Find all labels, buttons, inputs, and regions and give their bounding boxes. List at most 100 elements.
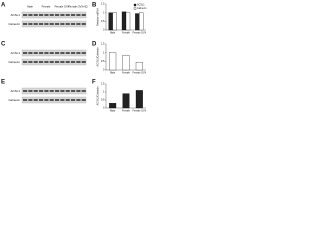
x-tick-label: Male	[110, 110, 116, 113]
blot-band	[76, 99, 81, 101]
blot-band	[71, 61, 76, 63]
blot-band	[81, 90, 86, 92]
blot-band	[49, 23, 54, 25]
blot-band	[49, 61, 54, 63]
panel-letter: A	[1, 3, 6, 9]
blot-strip	[21, 87, 87, 95]
bar	[139, 12, 144, 31]
blot-band	[60, 52, 65, 54]
blot-band	[55, 23, 60, 25]
blot-band	[81, 61, 86, 63]
blot-band	[28, 61, 33, 63]
blot-band	[39, 23, 44, 25]
blot-band	[28, 99, 33, 101]
blot-band	[65, 23, 70, 25]
blot-band	[23, 61, 28, 63]
blot-band	[55, 14, 60, 16]
blot-band	[44, 52, 49, 54]
panel-letter: F	[92, 80, 96, 86]
blot-band	[49, 99, 54, 101]
y-axis-label: Relative mRNA	[96, 8, 100, 26]
x-tick-label: Male	[110, 72, 116, 75]
y-tick-label: 0	[103, 106, 105, 110]
blot-band	[81, 99, 86, 101]
blot-band	[60, 23, 65, 25]
blot-band	[60, 61, 65, 63]
blot-band	[65, 61, 70, 63]
panel-letter: D	[92, 42, 97, 48]
blot-band	[39, 90, 44, 92]
lane-label: Male	[27, 5, 33, 9]
lane-label: Female	[42, 5, 51, 9]
row-label: Calnexin	[8, 22, 20, 26]
bar	[122, 55, 130, 71]
bar	[109, 52, 117, 71]
y-tick-label: 0.5	[101, 59, 105, 63]
blot-band	[81, 52, 86, 54]
blot-band	[28, 14, 33, 16]
blot-band	[65, 52, 70, 54]
blot-band	[33, 23, 38, 25]
blot-band	[55, 61, 60, 63]
y-tick-label: 0.5	[101, 98, 105, 102]
blot-band	[33, 14, 38, 16]
blot-band	[39, 14, 44, 16]
blot-band	[23, 99, 28, 101]
panel-letter: E	[1, 80, 5, 86]
legend-swatch	[133, 7, 137, 10]
x-tick-label: Female	[122, 72, 131, 75]
blot-band	[39, 52, 44, 54]
y-tick-label: 0	[103, 28, 105, 32]
blot-band	[60, 14, 65, 16]
panel-letter: B	[92, 3, 97, 9]
blot-band	[65, 90, 70, 92]
row-label: ACSL1	[10, 13, 20, 17]
row-label: Calnexin	[8, 60, 20, 64]
blot-band	[23, 52, 28, 54]
blot-band	[76, 61, 81, 63]
bar	[108, 12, 113, 31]
blot-band	[33, 52, 38, 54]
bar	[135, 90, 143, 109]
y-tick-label: 1.5	[101, 42, 105, 46]
y-tick-label: 0	[103, 68, 105, 72]
blot-band	[71, 14, 76, 16]
blot-band	[76, 52, 81, 54]
bar	[135, 13, 140, 31]
blot-band	[28, 90, 33, 92]
bar	[122, 93, 130, 109]
blot-band	[71, 23, 76, 25]
blot-band	[65, 14, 70, 16]
y-tick-label: 1.5	[101, 82, 105, 86]
blot-band	[23, 23, 28, 25]
blot-band	[33, 99, 38, 101]
y-tick-label: 1.5	[101, 2, 105, 6]
y-tick-label: 1	[103, 50, 105, 54]
blot-band	[39, 61, 44, 63]
x-tick-label: Female	[122, 32, 131, 35]
blot-band	[76, 90, 81, 92]
x-tick-label: Male	[110, 32, 116, 35]
y-tick-label: 0.5	[101, 19, 105, 23]
y-tick-label: 1	[103, 10, 105, 14]
blot-band	[60, 90, 65, 92]
blot-band	[33, 90, 38, 92]
blot-strip	[21, 58, 87, 66]
blot-band	[49, 14, 54, 16]
row-label: Calnexin	[8, 98, 20, 102]
y-axis-label: ACSL1/Calnexin	[96, 86, 100, 106]
blot-band	[55, 99, 60, 101]
blot-band	[44, 14, 49, 16]
blot-band	[33, 61, 38, 63]
blot-band	[44, 61, 49, 63]
blot-band	[71, 99, 76, 101]
y-tick-label: 1	[103, 90, 105, 94]
blot-band	[39, 99, 44, 101]
blot-band	[55, 90, 60, 92]
row-label: ACSL1	[10, 51, 20, 55]
x-tick-label: Female	[122, 110, 131, 113]
bar	[112, 12, 117, 31]
y-axis-label: ACSL1/Calnexin	[96, 47, 100, 67]
panel-letter: C	[1, 42, 6, 48]
legend-label: Calnexin	[137, 7, 147, 10]
